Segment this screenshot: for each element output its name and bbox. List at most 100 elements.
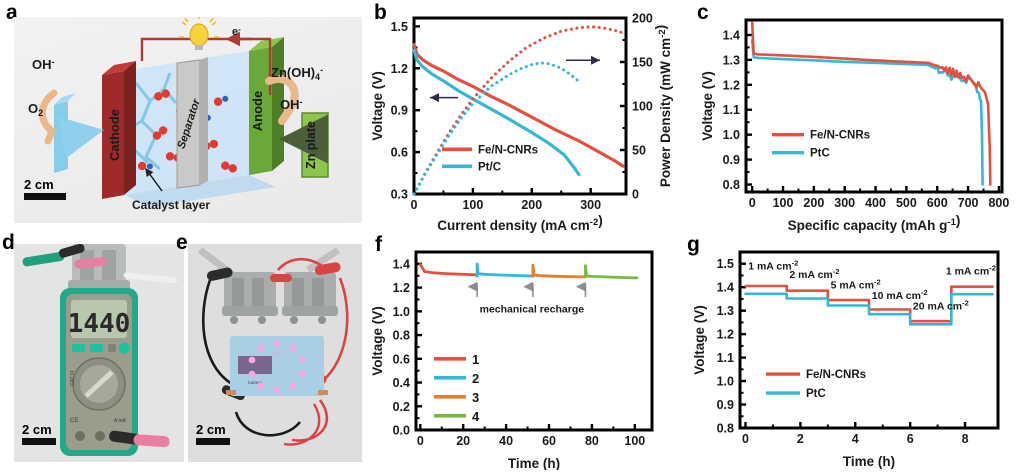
- svg-text:0.2: 0.2: [393, 400, 410, 414]
- svg-text:2: 2: [797, 432, 804, 446]
- svg-text:0.3: 0.3: [391, 188, 408, 202]
- svg-text:0.8: 0.8: [393, 329, 410, 343]
- panel-label-f: f: [375, 233, 382, 256]
- schematic-svg: OH- O2 e- Zn(OH)4- OH- Zn plate Cathode …: [28, 17, 329, 212]
- svg-text:20 mA cm-2: 20 mA cm-2: [913, 298, 969, 312]
- svg-text:600: 600: [927, 196, 948, 210]
- svg-text:1.3: 1.3: [717, 304, 734, 318]
- svg-text:A mA: A mA: [114, 418, 127, 424]
- svg-text:500: 500: [896, 196, 917, 210]
- svg-text:1.4: 1.4: [393, 257, 410, 271]
- svg-text:0: 0: [632, 188, 639, 202]
- svg-text:5 mA cm-2: 5 mA cm-2: [831, 277, 881, 291]
- svg-text:1: 1: [472, 352, 479, 367]
- svg-text:Time (h): Time (h): [508, 456, 560, 470]
- svg-text:0.6: 0.6: [393, 352, 410, 366]
- svg-text:6: 6: [907, 432, 914, 446]
- scale-bar-d: 2 cm: [22, 422, 56, 445]
- svg-text:1.0: 1.0: [723, 128, 740, 142]
- panel-label-e: e: [176, 231, 188, 254]
- svg-text:0: 0: [411, 198, 418, 212]
- panel-b-svg: 0 100 200 3000.30.60.91.21.5050100150200Cur…: [370, 12, 673, 234]
- svg-text:1.5: 1.5: [717, 257, 734, 271]
- panel-c-discharge: 0 100 200 300 400 500 600 700 800 0.8 0.9 1.0 1.1 1.2…: [700, 8, 1018, 236]
- svg-text:1.2: 1.2: [391, 62, 408, 76]
- svg-text:150: 150: [632, 56, 653, 70]
- svg-text:1.1: 1.1: [723, 103, 740, 117]
- multimeter-photo-svg: 1440 CAT III CE A mA: [14, 244, 184, 462]
- svg-text:1.3: 1.3: [723, 53, 740, 67]
- svg-text:8: 8: [962, 432, 969, 446]
- svg-text:PtC: PtC: [806, 388, 826, 400]
- scale-bar-e: 2 cm: [196, 422, 230, 445]
- svg-text:LED: LED: [271, 352, 283, 358]
- svg-text:Fe/N-CNRs: Fe/N-CNRs: [810, 130, 870, 142]
- svg-text:60: 60: [542, 434, 556, 448]
- svg-text:0.8: 0.8: [723, 178, 740, 192]
- svg-text:mechanical recharge: mechanical recharge: [480, 304, 585, 316]
- svg-text:0.0: 0.0: [393, 424, 410, 438]
- label-catalyst-layer: Catalyst layer: [132, 198, 210, 212]
- label-hydroxide-right: OH-: [280, 97, 303, 112]
- svg-text:100: 100: [462, 198, 483, 212]
- svg-text:0: 0: [742, 432, 749, 446]
- svg-text:400: 400: [865, 196, 886, 210]
- svg-text:Voltage (V): Voltage (V): [692, 305, 707, 375]
- label-anode: Anode: [250, 91, 265, 131]
- svg-text:200: 200: [521, 198, 542, 212]
- panel-d-photo: 1440 CAT III CE A mA 2 cm: [14, 244, 184, 462]
- svg-text:1.0: 1.0: [393, 305, 410, 319]
- panel-g-rate: 0 2 4 6 8 0.8 0.9 1.0 1.1 1.2 1.3 1.4 1.5 1 mA cm-2 2 …: [690, 240, 1018, 470]
- label-zincate: Zn(OH)4-: [271, 65, 323, 82]
- svg-text:10 mA cm-2: 10 mA cm-2: [872, 288, 928, 302]
- svg-text:2: 2: [472, 371, 479, 386]
- panel-label-b: b: [374, 1, 387, 24]
- svg-text:0.8: 0.8: [717, 422, 734, 436]
- svg-text:3: 3: [472, 390, 479, 405]
- scale-bar-d-text: 2 cm: [22, 422, 52, 437]
- svg-text:1.5: 1.5: [391, 20, 408, 34]
- svg-text:CAT III: CAT III: [70, 371, 76, 386]
- svg-text:0.9: 0.9: [723, 153, 740, 167]
- svg-text:PtC: PtC: [810, 148, 830, 160]
- svg-text:2 mA cm-2: 2 mA cm-2: [789, 267, 839, 281]
- svg-text:0.6: 0.6: [391, 146, 408, 160]
- svg-text:Fe/N-CNRs: Fe/N-CNRs: [806, 369, 866, 381]
- label-zn-plate: Zn plate: [304, 121, 318, 169]
- svg-text:1.1: 1.1: [717, 351, 734, 365]
- svg-text:100: 100: [773, 196, 794, 210]
- svg-text:50: 50: [632, 144, 646, 158]
- svg-text:1 mA cm-2: 1 mA cm-2: [946, 263, 996, 277]
- svg-text:700: 700: [958, 196, 979, 210]
- label-hydroxide-left: OH-: [32, 57, 55, 72]
- panel-label-g: g: [687, 233, 700, 256]
- svg-text:80: 80: [585, 434, 599, 448]
- svg-text:Power Density (mW cm-2): Power Density (mW cm-2): [653, 25, 673, 187]
- svg-text:0: 0: [749, 196, 756, 210]
- led-array-photo-svg: LED battery: [188, 244, 362, 462]
- svg-text:0.4: 0.4: [393, 376, 410, 390]
- panel-b-polarization: 0 100 200 300 0.3 0.6 0.9 1.2 1.5 0 50 100 150 200 Cur…: [370, 8, 682, 236]
- panel-f-cycling: 0 20 40 60 80 100 0.0 0.2 0.4 0.6 0.8 1.0 1.2 1.4 mech…: [370, 240, 670, 470]
- svg-text:CE: CE: [70, 418, 78, 424]
- panel-f-svg: 0 20 40 60 80 100 0.0 0.2 0.4 0.6 0.8 1.0 1.2 1.4 mech…: [370, 250, 654, 470]
- svg-text:100: 100: [624, 434, 645, 448]
- svg-text:1.2: 1.2: [723, 78, 740, 92]
- svg-text:40: 40: [499, 434, 513, 448]
- svg-text:Time (h): Time (h): [843, 454, 895, 469]
- svg-text:4: 4: [852, 432, 859, 446]
- label-electron: e-: [232, 25, 241, 38]
- panel-c-svg: 0 100 200 300 400 500 600 700 800 0.8 0.9 1.0 1.1 1.2…: [700, 18, 1009, 233]
- svg-text:800: 800: [988, 196, 1009, 210]
- svg-text:0: 0: [417, 434, 424, 448]
- multimeter-display: 1440: [68, 309, 131, 339]
- label-cathode: Cathode: [107, 109, 122, 161]
- panel-e-photo: LED battery 2 cm: [188, 244, 362, 462]
- svg-text:300: 300: [834, 196, 855, 210]
- svg-text:0.9: 0.9: [717, 398, 734, 412]
- svg-text:1 mA cm-2: 1 mA cm-2: [748, 259, 798, 273]
- svg-text:0.9: 0.9: [391, 104, 408, 118]
- svg-text:200: 200: [803, 196, 824, 210]
- scale-bar-e-text: 2 cm: [196, 422, 226, 437]
- svg-text:Voltage (V): Voltage (V): [370, 306, 385, 376]
